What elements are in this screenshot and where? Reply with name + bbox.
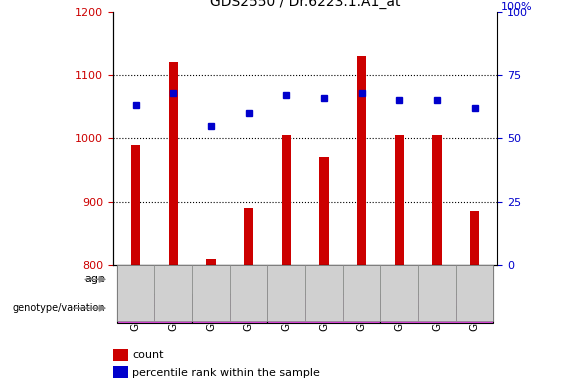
Text: egy mutant: egy mutant: [122, 303, 187, 313]
Bar: [305, 265, 343, 321]
Bar: [267, 294, 380, 323]
Bar: [230, 265, 267, 321]
Bar: [380, 294, 493, 323]
Bar: [357, 56, 366, 265]
Bar: [470, 211, 479, 265]
Bar: [418, 265, 456, 321]
Text: 5 d: 5 d: [371, 273, 390, 286]
Bar: [154, 265, 192, 321]
Text: 3 d: 3 d: [182, 273, 202, 286]
Bar: [192, 265, 230, 321]
Text: age: age: [84, 274, 105, 285]
Bar: [192, 294, 267, 323]
Bar: [117, 294, 192, 323]
Bar: [244, 208, 253, 265]
Text: 100%: 100%: [501, 2, 533, 12]
Bar: [206, 259, 216, 265]
Bar: [168, 62, 178, 265]
Text: genotype/variation: genotype/variation: [12, 303, 105, 313]
Bar: [117, 265, 154, 321]
Text: wild type: wild type: [411, 303, 462, 313]
Text: egy mutant: egy mutant: [292, 303, 357, 313]
Text: percentile rank within the sample: percentile rank within the sample: [132, 367, 320, 377]
Bar: [113, 349, 128, 361]
Bar: [432, 135, 442, 265]
Bar: [319, 157, 329, 265]
Bar: [380, 265, 418, 321]
Text: wild type: wild type: [205, 303, 255, 313]
Bar: [456, 265, 493, 321]
Title: GDS2550 / Dr.6223.1.A1_at: GDS2550 / Dr.6223.1.A1_at: [210, 0, 401, 9]
Text: count: count: [132, 350, 164, 360]
Bar: [281, 135, 291, 265]
Bar: [113, 366, 128, 379]
Bar: [117, 265, 267, 294]
Bar: [394, 135, 404, 265]
Bar: [131, 145, 140, 265]
Bar: [267, 265, 493, 294]
Bar: [267, 265, 305, 321]
Bar: [343, 265, 380, 321]
